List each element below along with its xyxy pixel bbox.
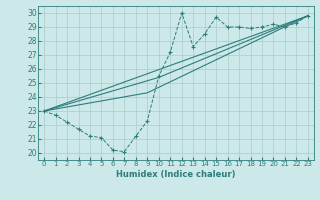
X-axis label: Humidex (Indice chaleur): Humidex (Indice chaleur)	[116, 170, 236, 179]
